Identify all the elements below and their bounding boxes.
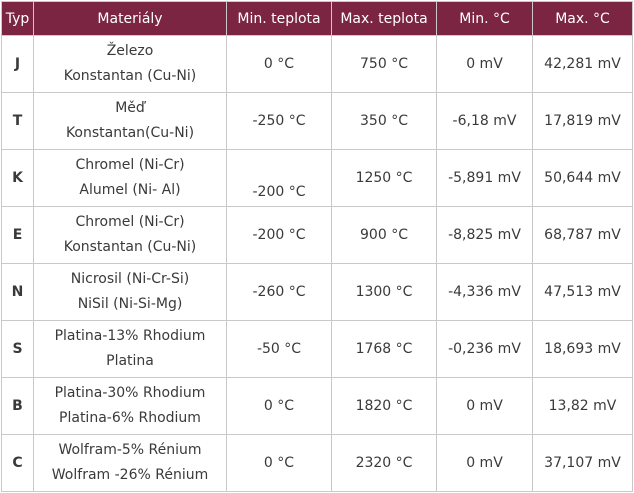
header-materialy: Materiály xyxy=(33,1,227,36)
material-line: Konstantan (Cu-Ni) xyxy=(63,239,197,255)
min-teplota-cell: 0 °C xyxy=(226,35,332,93)
table-row: T Měď Konstantan(Cu-Ni) -250 °C 350 °C -… xyxy=(1,92,633,150)
material-cell: Chromel (Ni-Cr) Konstantan (Cu-Ni) xyxy=(33,206,227,264)
max-teplota-cell: 1250 °C xyxy=(331,149,437,207)
typ-cell: J xyxy=(1,35,34,93)
min-teplota-cell: -250 °C xyxy=(226,92,332,150)
material-line: Nicrosil (Ni-Cr-Si) xyxy=(70,271,190,287)
material-line: Platina-13% Rhodium xyxy=(54,328,206,344)
table-row: C Wolfram-5% Rénium Wolfram -26% Rénium … xyxy=(1,434,633,492)
typ-cell: T xyxy=(1,92,34,150)
min-c-cell: 0 mV xyxy=(436,35,533,93)
material-cell: Měď Konstantan(Cu-Ni) xyxy=(33,92,227,150)
material-cell: Platina-13% Rhodium Platina xyxy=(33,320,227,378)
max-teplota-cell: 1820 °C xyxy=(331,377,437,435)
material-line: Chromel (Ni-Cr) xyxy=(75,214,185,230)
material-line: Chromel (Ni-Cr) xyxy=(75,157,185,173)
material-cell: Wolfram-5% Rénium Wolfram -26% Rénium xyxy=(33,434,227,492)
typ-cell: E xyxy=(1,206,34,264)
max-teplota-cell: 900 °C xyxy=(331,206,437,264)
material-cell: Železo Konstantan (Cu-Ni) xyxy=(33,35,227,93)
material-line: Železo xyxy=(106,43,154,59)
min-c-cell: -4,336 mV xyxy=(436,263,533,321)
table-row: E Chromel (Ni-Cr) Konstantan (Cu-Ni) -20… xyxy=(1,206,633,264)
typ-cell: B xyxy=(1,377,34,435)
header-row: Typ Materiály Min. teplota Max. teplota … xyxy=(1,1,633,36)
min-teplota-cell: -200 °C xyxy=(226,149,332,207)
typ-cell: C xyxy=(1,434,34,492)
header-min-teplota: Min. teplota xyxy=(226,1,332,36)
max-c-cell: 42,281 mV xyxy=(532,35,633,93)
min-c-cell: 0 mV xyxy=(436,434,533,492)
min-c-cell: -0,236 mV xyxy=(436,320,533,378)
min-teplota-cell: 0 °C xyxy=(226,377,332,435)
material-cell: Platina-30% Rhodium Platina-6% Rhodium xyxy=(33,377,227,435)
material-line: Alumel (Ni- Al) xyxy=(79,182,181,198)
max-c-cell: 18,693 mV xyxy=(532,320,633,378)
header-max-c: Max. °C xyxy=(532,1,633,36)
max-c-cell: 50,644 mV xyxy=(532,149,633,207)
material-line: Platina-30% Rhodium xyxy=(54,385,206,401)
max-teplota-cell: 1300 °C xyxy=(331,263,437,321)
table-row: K Chromel (Ni-Cr) Alumel (Ni- Al) -200 °… xyxy=(1,149,633,207)
material-line: Měď xyxy=(115,100,145,116)
table-row: J Železo Konstantan (Cu-Ni) 0 °C 750 °C … xyxy=(1,35,633,93)
typ-cell: K xyxy=(1,149,34,207)
material-line: Wolfram-5% Rénium xyxy=(58,442,202,458)
max-teplota-cell: 350 °C xyxy=(331,92,437,150)
max-c-cell: 68,787 mV xyxy=(532,206,633,264)
material-line: NiSil (Ni-Si-Mg) xyxy=(77,296,183,312)
material-line: Platina xyxy=(106,353,154,369)
min-teplota-cell: -200 °C xyxy=(226,206,332,264)
header-max-teplota: Max. teplota xyxy=(331,1,437,36)
typ-cell: N xyxy=(1,263,34,321)
min-teplota-cell: 0 °C xyxy=(226,434,332,492)
max-teplota-cell: 1768 °C xyxy=(331,320,437,378)
material-line: Wolfram -26% Rénium xyxy=(51,467,209,483)
min-c-cell: 0 mV xyxy=(436,377,533,435)
table-row: S Platina-13% Rhodium Platina -50 °C 176… xyxy=(1,320,633,378)
header-typ: Typ xyxy=(1,1,34,36)
max-teplota-cell: 750 °C xyxy=(331,35,437,93)
material-line: Platina-6% Rhodium xyxy=(59,410,201,426)
material-line: Konstantan(Cu-Ni) xyxy=(65,125,195,141)
material-cell: Nicrosil (Ni-Cr-Si) NiSil (Ni-Si-Mg) xyxy=(33,263,227,321)
typ-cell: S xyxy=(1,320,34,378)
table-row: B Platina-30% Rhodium Platina-6% Rhodium… xyxy=(1,377,633,435)
max-c-cell: 47,513 mV xyxy=(532,263,633,321)
table-row: N Nicrosil (Ni-Cr-Si) NiSil (Ni-Si-Mg) -… xyxy=(1,263,633,321)
header-min-c: Min. °C xyxy=(436,1,533,36)
max-teplota-cell: 2320 °C xyxy=(331,434,437,492)
material-cell: Chromel (Ni-Cr) Alumel (Ni- Al) xyxy=(33,149,227,207)
min-teplota-cell: -260 °C xyxy=(226,263,332,321)
min-c-cell: -8,825 mV xyxy=(436,206,533,264)
max-c-cell: 17,819 mV xyxy=(532,92,633,150)
min-c-cell: -6,18 mV xyxy=(436,92,533,150)
material-line: Konstantan (Cu-Ni) xyxy=(63,68,197,84)
min-c-cell: -5,891 mV xyxy=(436,149,533,207)
max-c-cell: 13,82 mV xyxy=(532,377,633,435)
min-teplota-cell: -50 °C xyxy=(226,320,332,378)
max-c-cell: 37,107 mV xyxy=(532,434,633,492)
